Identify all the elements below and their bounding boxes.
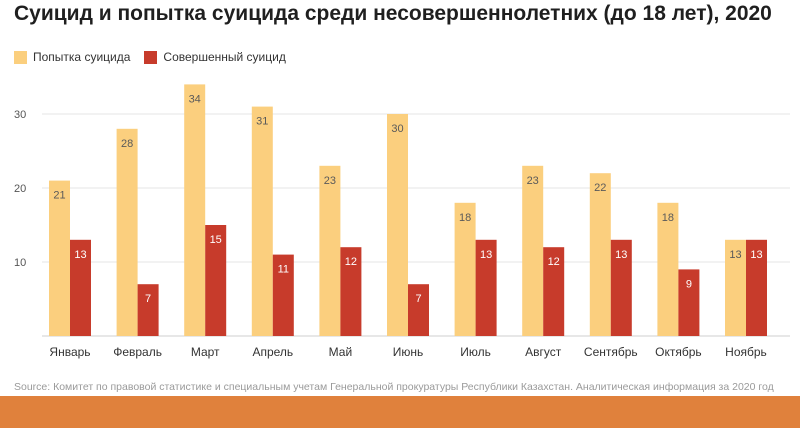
data-label-attempt-11: 13 — [729, 249, 741, 261]
data-label-attempt-10: 18 — [662, 212, 674, 224]
bar-attempt-10 — [657, 202, 679, 336]
data-label-attempt-6: 30 — [391, 123, 403, 135]
data-label-attempt-5: 23 — [324, 175, 336, 187]
bar-chart: 10 20 30 21 13 Январь 28 7 Февраль 34 15 Март 31 11 Ап… — [14, 84, 790, 359]
x-category-label-7: Июль — [460, 345, 491, 359]
data-label-completed-11: 13 — [750, 249, 762, 261]
bar-attempt-9 — [589, 173, 611, 336]
legend-item-completed: Совершенный суицид — [144, 50, 286, 64]
data-label-completed-1: 13 — [74, 249, 86, 261]
x-category-label-6: Июнь — [393, 345, 424, 359]
x-category-label-5: Май — [329, 345, 353, 359]
data-label-completed-4: 11 — [278, 264, 289, 276]
data-label-completed-10: 9 — [686, 278, 692, 290]
x-category-label-11: Ноябрь — [725, 345, 767, 359]
bar-attempt-4 — [251, 106, 273, 336]
bar-completed-10 — [678, 269, 700, 336]
data-label-completed-9: 13 — [615, 249, 627, 261]
bar-attempt-8 — [522, 165, 544, 336]
bar-completed-11 — [746, 239, 767, 336]
bar-completed-4 — [272, 254, 294, 336]
data-label-attempt-8: 23 — [527, 175, 539, 187]
legend-item-attempt: Попытка суицида — [14, 50, 130, 64]
legend-label-completed: Совершенный суицид — [163, 50, 286, 64]
data-label-completed-7: 13 — [480, 249, 492, 261]
bar-completed-7 — [475, 239, 497, 336]
bar-attempt-3 — [184, 84, 206, 337]
bottom-bar — [0, 396, 800, 428]
bar-attempt-5 — [319, 165, 341, 336]
x-category-label-10: Октябрь — [655, 345, 702, 359]
bar-completed-8 — [543, 247, 565, 336]
bar-completed-5 — [340, 247, 362, 336]
x-category-label-9: Сентябрь — [584, 345, 638, 359]
legend: Попытка суицида Совершенный суицид — [14, 50, 300, 64]
data-label-completed-8: 12 — [548, 256, 560, 268]
data-label-completed-2: 7 — [145, 293, 151, 305]
bar-completed-2 — [137, 284, 159, 336]
data-label-attempt-2: 28 — [121, 138, 133, 150]
bar-attempt-2 — [116, 128, 138, 336]
bar-completed-6 — [408, 284, 429, 336]
data-label-completed-6: 7 — [415, 293, 421, 305]
bar-attempt-1 — [49, 180, 70, 336]
data-label-attempt-9: 22 — [594, 182, 606, 194]
x-category-label-3: Март — [191, 345, 220, 359]
data-label-completed-3: 15 — [210, 234, 222, 246]
y-tick-label-20: 20 — [14, 183, 26, 195]
data-label-attempt-3: 34 — [189, 93, 201, 105]
source-note: Source: Комитет по правовой статистике и… — [14, 381, 774, 393]
x-category-label-8: Август — [525, 345, 562, 359]
y-tick-label-10: 10 — [14, 257, 26, 269]
bar-attempt-6 — [387, 114, 408, 336]
y-tick-label-30: 30 — [14, 109, 26, 121]
x-category-label-2: Февраль — [113, 345, 162, 359]
data-label-attempt-7: 18 — [459, 212, 471, 224]
data-label-attempt-1: 21 — [53, 190, 65, 202]
data-label-attempt-4: 31 — [256, 116, 268, 128]
chart-title: Суицид и попытка суицида среди несоверше… — [14, 2, 772, 25]
legend-swatch-attempt — [14, 50, 27, 64]
bar-attempt-11 — [725, 239, 746, 336]
x-category-label-1: Январь — [49, 345, 90, 359]
legend-label-attempt: Попытка суицида — [33, 50, 131, 64]
bar-completed-3 — [205, 225, 227, 336]
data-label-completed-5: 12 — [345, 256, 357, 268]
bar-attempt-7 — [454, 202, 476, 336]
legend-swatch-completed — [144, 50, 158, 64]
bar-completed-1 — [70, 239, 91, 336]
bar-completed-9 — [610, 239, 632, 336]
x-category-label-4: Апрель — [252, 345, 293, 359]
